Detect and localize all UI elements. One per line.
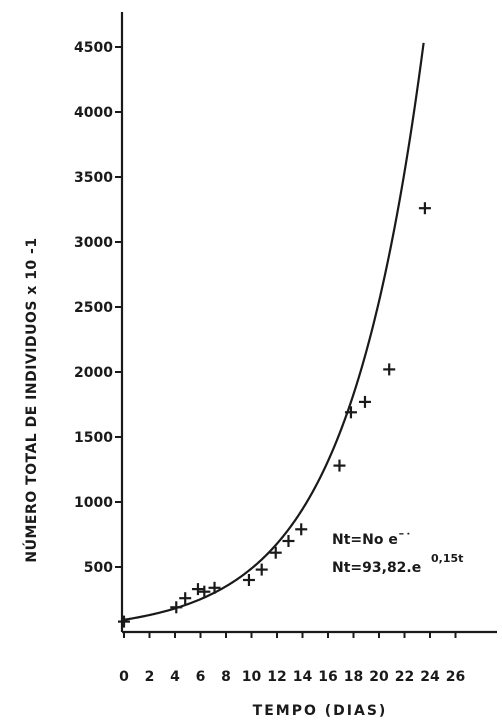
data-point [170, 601, 183, 614]
data-point [418, 202, 431, 215]
x-tick-label: 16 [318, 669, 337, 685]
data-point [344, 406, 357, 419]
data-point [242, 574, 255, 586]
y-tick-label: 1000 [74, 495, 113, 511]
x-tick-label: 12 [267, 669, 286, 685]
x-tick-label: 26 [446, 669, 465, 685]
data-point [282, 535, 295, 547]
data-point [333, 459, 346, 472]
data-point [383, 363, 396, 376]
data-point [198, 585, 211, 598]
y-axis: 500 1000 1500 2000 2500 3000 3500 4000 4500 [74, 12, 124, 632]
y-axis-title: NÚMERO TOTAL DE INDIVIDUOS x 10 -1 [22, 237, 40, 562]
data-point [191, 583, 204, 596]
y-tick-label: 1500 [74, 430, 113, 446]
equation-fitted: Nt=93,82.e [332, 560, 421, 576]
x-tick-label: 0 [119, 669, 129, 685]
x-tick-label: 24 [420, 669, 440, 685]
equation-annotation: Nt=No eˉ˙ Nt=93,82.e 0,15t [332, 532, 463, 576]
y-tick-label: 4000 [74, 105, 113, 121]
data-point [358, 395, 371, 408]
equation-fitted-exponent: 0,15t [431, 552, 463, 565]
x-tick-label: 4 [170, 669, 180, 685]
data-point [269, 546, 282, 559]
x-axis-title: TEMPO (DIAS) [253, 703, 388, 719]
y-tick-label: 2000 [74, 365, 113, 381]
data-point [295, 523, 308, 536]
x-tick-label: 22 [395, 669, 414, 685]
x-tick-label: 14 [293, 669, 313, 685]
y-tick-label: 3000 [74, 235, 113, 251]
x-tick-label: 20 [369, 669, 389, 685]
data-points [118, 202, 431, 628]
x-tick-label: 6 [196, 669, 206, 685]
data-point [255, 563, 268, 576]
y-tick-label: 3500 [74, 170, 113, 186]
fitted-curve [123, 42, 425, 621]
x-tick-label: 8 [221, 669, 231, 685]
data-point [118, 615, 130, 628]
y-tick-label: 500 [84, 560, 113, 576]
y-tick-label: 2500 [74, 300, 113, 316]
x-tick-label: 2 [145, 669, 155, 685]
data-point [208, 581, 221, 594]
x-tick-label: 10 [242, 669, 262, 685]
y-tick-label: 4500 [74, 40, 113, 56]
data-point [179, 592, 192, 605]
x-axis: 0 2 4 6 8 10 12 14 16 18 20 22 24 26 [119, 630, 497, 685]
equation-general: Nt=No eˉ˙ [332, 532, 412, 548]
x-tick-label: 18 [344, 669, 363, 685]
